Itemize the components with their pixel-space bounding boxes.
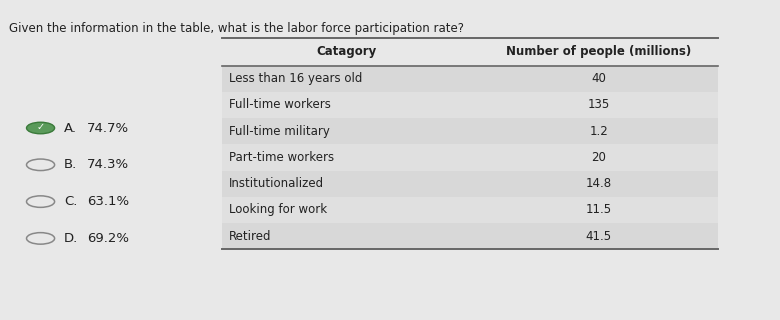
Text: 69.2%: 69.2%: [87, 232, 129, 245]
Text: 20: 20: [591, 151, 606, 164]
Text: Full-time workers: Full-time workers: [229, 99, 331, 111]
Text: Number of people (millions): Number of people (millions): [506, 45, 691, 59]
Text: Given the information in the table, what is the labor force participation rate?: Given the information in the table, what…: [9, 22, 464, 36]
Circle shape: [27, 122, 55, 134]
Bar: [222, 92, 718, 118]
Text: 1.2: 1.2: [590, 125, 608, 138]
Text: Catagory: Catagory: [316, 45, 376, 59]
Bar: [222, 66, 718, 92]
Text: D.: D.: [64, 232, 78, 245]
Text: 63.1%: 63.1%: [87, 195, 129, 208]
Text: 14.8: 14.8: [586, 177, 612, 190]
Text: Less than 16 years old: Less than 16 years old: [229, 72, 362, 85]
Bar: [222, 144, 718, 171]
Text: Institutionalized: Institutionalized: [229, 177, 324, 190]
Text: A.: A.: [64, 122, 77, 134]
Bar: [222, 223, 718, 249]
Text: 11.5: 11.5: [586, 204, 612, 216]
Text: 74.3%: 74.3%: [87, 158, 129, 171]
Text: C.: C.: [64, 195, 77, 208]
Text: Part-time workers: Part-time workers: [229, 151, 334, 164]
Text: Looking for work: Looking for work: [229, 204, 327, 216]
Text: 135: 135: [587, 99, 610, 111]
Text: 40: 40: [591, 72, 606, 85]
Text: Retired: Retired: [229, 230, 271, 243]
Text: B.: B.: [64, 158, 77, 171]
Text: 41.5: 41.5: [586, 230, 612, 243]
Bar: [222, 118, 718, 144]
Text: ✓: ✓: [37, 122, 44, 132]
Bar: [222, 171, 718, 197]
Text: 74.7%: 74.7%: [87, 122, 129, 134]
Text: Full-time military: Full-time military: [229, 125, 329, 138]
Bar: [222, 197, 718, 223]
